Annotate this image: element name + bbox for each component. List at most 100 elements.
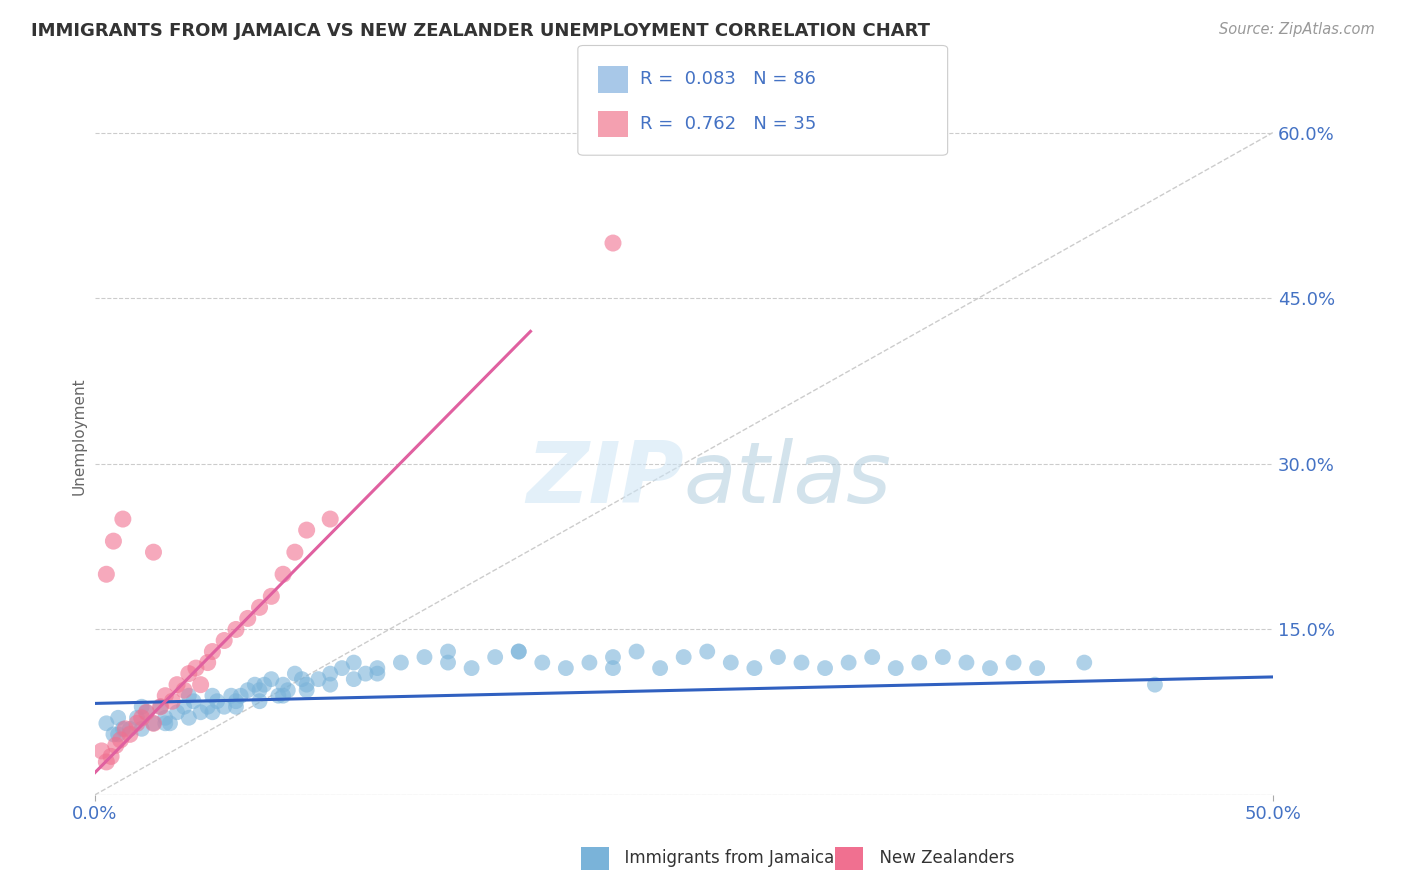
Point: [201, 689, 224, 703]
Point: [111, 512, 134, 526]
Point: [284, 545, 307, 559]
Point: [366, 666, 388, 681]
Point: [236, 611, 259, 625]
Point: [284, 666, 307, 681]
Point: [1002, 656, 1025, 670]
Point: [190, 678, 212, 692]
Point: [149, 699, 172, 714]
Point: [173, 699, 195, 714]
Point: [354, 666, 377, 681]
Point: [225, 623, 247, 637]
Point: [205, 694, 228, 708]
Point: [343, 656, 366, 670]
Point: [271, 689, 294, 703]
Point: [201, 705, 224, 719]
Point: [484, 650, 506, 665]
Point: [96, 716, 118, 731]
Point: [103, 534, 125, 549]
Point: [135, 705, 157, 719]
Point: [110, 732, 132, 747]
Point: [131, 699, 153, 714]
Point: [319, 678, 342, 692]
Point: [166, 705, 188, 719]
Point: [437, 644, 460, 658]
Point: [932, 650, 955, 665]
Point: [166, 678, 188, 692]
Point: [183, 694, 205, 708]
Point: [243, 678, 266, 692]
Point: [578, 656, 600, 670]
Point: [295, 523, 318, 537]
Point: [249, 694, 271, 708]
Point: [212, 699, 235, 714]
Point: [295, 683, 318, 698]
Text: R =  0.762   N = 35: R = 0.762 N = 35: [640, 115, 815, 133]
Point: [142, 716, 165, 731]
Point: [118, 727, 141, 741]
Point: [531, 656, 554, 670]
Text: New Zealanders: New Zealanders: [869, 849, 1014, 867]
Text: Immigrants from Jamaica: Immigrants from Jamaica: [614, 849, 835, 867]
Point: [744, 661, 766, 675]
Point: [260, 590, 283, 604]
Point: [90, 744, 112, 758]
Point: [135, 705, 157, 719]
Text: Source: ZipAtlas.com: Source: ZipAtlas.com: [1219, 22, 1375, 37]
Point: [190, 705, 212, 719]
Point: [554, 661, 576, 675]
Point: [125, 711, 148, 725]
Point: [460, 661, 482, 675]
Point: [249, 683, 271, 698]
Point: [790, 656, 813, 670]
Point: [142, 716, 165, 731]
Point: [104, 739, 127, 753]
Point: [696, 644, 718, 658]
Point: [96, 755, 118, 769]
Point: [979, 661, 1001, 675]
Point: [177, 711, 200, 725]
Point: [602, 650, 624, 665]
Point: [277, 683, 299, 698]
Point: [766, 650, 789, 665]
Point: [107, 711, 129, 725]
Point: [114, 722, 136, 736]
Point: [307, 672, 329, 686]
Point: [212, 633, 235, 648]
Point: [173, 683, 195, 698]
Point: [648, 661, 671, 675]
Text: IMMIGRANTS FROM JAMAICA VS NEW ZEALANDER UNEMPLOYMENT CORRELATION CHART: IMMIGRANTS FROM JAMAICA VS NEW ZEALANDER…: [31, 22, 929, 40]
Point: [343, 672, 366, 686]
Point: [366, 661, 388, 675]
Point: [225, 699, 247, 714]
Point: [319, 666, 342, 681]
Point: [1026, 661, 1049, 675]
Point: [131, 711, 153, 725]
Point: [602, 235, 624, 250]
Point: [1143, 678, 1166, 692]
Point: [437, 656, 460, 670]
Point: [149, 699, 172, 714]
Point: [508, 644, 530, 658]
Point: [201, 644, 224, 658]
Point: [291, 672, 314, 686]
Point: [100, 749, 122, 764]
Point: [508, 644, 530, 658]
Point: [155, 716, 177, 731]
Point: [295, 678, 318, 692]
Point: [225, 694, 247, 708]
Point: [626, 644, 648, 658]
Point: [236, 683, 259, 698]
Text: atlas: atlas: [683, 438, 891, 521]
Point: [330, 661, 353, 675]
Point: [103, 727, 125, 741]
Point: [672, 650, 695, 665]
Point: [814, 661, 837, 675]
Point: [955, 656, 977, 670]
Point: [884, 661, 907, 675]
Point: [197, 656, 219, 670]
Point: [271, 567, 294, 582]
Point: [162, 694, 184, 708]
Point: [271, 678, 294, 692]
Point: [219, 689, 242, 703]
Point: [96, 567, 118, 582]
